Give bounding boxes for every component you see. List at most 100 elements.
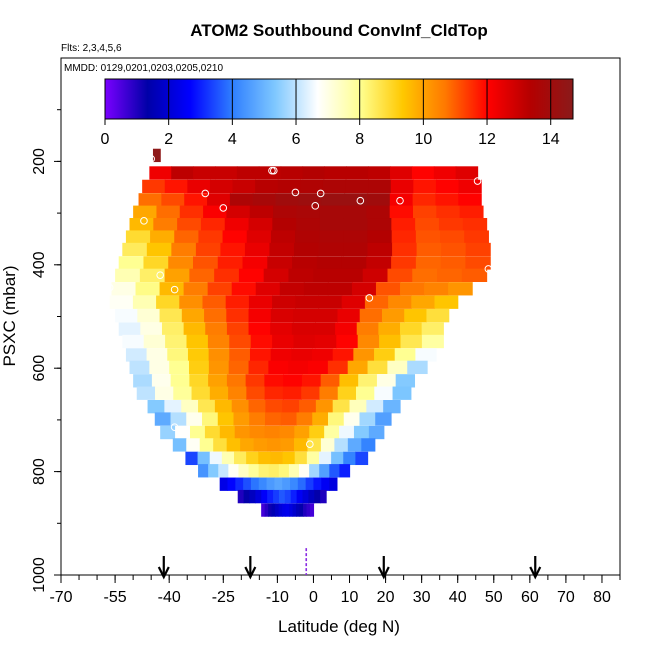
heatmap-cell	[302, 503, 308, 517]
heatmap-cell	[440, 230, 465, 244]
heatmap-cell	[440, 256, 466, 270]
heatmap-cell	[282, 477, 291, 491]
heatmap-cell	[459, 205, 484, 219]
heatmap-cell	[392, 242, 418, 257]
heatmap-cell	[229, 193, 254, 207]
heatmap-cell	[302, 166, 325, 180]
heatmap-cell	[387, 268, 413, 282]
heatmap-cell	[282, 451, 296, 466]
x-tick-label: 70	[557, 589, 575, 606]
heatmap-cell	[183, 282, 209, 296]
heatmap-cell	[191, 386, 211, 400]
heatmap-cell	[308, 360, 329, 375]
heatmap-cell	[246, 230, 272, 244]
heatmap-cell	[341, 295, 366, 309]
y-axis: 200 400 600 800 1000	[31, 109, 61, 593]
observation-point	[306, 440, 314, 448]
heatmap-cell	[296, 412, 313, 426]
heatmap-cell	[270, 348, 292, 362]
heatmap-cell	[125, 230, 151, 244]
heatmap-cell	[153, 218, 178, 232]
heatmap-cell	[272, 218, 297, 232]
heatmap-cell	[335, 322, 358, 336]
heatmap-cell	[458, 193, 482, 207]
heatmap-cell	[327, 360, 349, 375]
heatmap-cell	[207, 282, 233, 296]
heatmap-cell	[407, 360, 428, 375]
heatmap-cell	[280, 412, 298, 426]
heatmap-cell	[232, 179, 256, 194]
heatmap-cell	[208, 464, 219, 478]
heatmap-cell	[217, 256, 244, 270]
heatmap-cell	[331, 451, 344, 466]
heatmap-cell	[267, 489, 274, 504]
heatmap-cell	[421, 334, 444, 349]
heatmap-cell	[327, 282, 353, 296]
heatmap-cell	[213, 438, 228, 452]
heatmap-cell	[322, 179, 347, 194]
heatmap-cell	[177, 218, 202, 232]
heatmap-cell	[374, 386, 394, 400]
heatmap-cell	[461, 268, 488, 282]
heatmap-cell	[464, 230, 489, 244]
colorbar-tick-label: 10	[414, 131, 432, 148]
observation-point	[291, 188, 300, 197]
heatmap-cell	[305, 477, 315, 491]
heatmap-cell	[301, 374, 322, 388]
heatmap-cell	[258, 451, 272, 466]
heatmap-cell	[448, 282, 473, 296]
heatmap-cell	[308, 489, 315, 504]
heatmap-cell	[292, 503, 297, 517]
heatmap-cell	[315, 400, 334, 414]
observation-point	[219, 204, 228, 212]
observation-point	[396, 196, 404, 205]
heatmap-cell	[238, 464, 250, 478]
heatmap-cell	[336, 334, 359, 349]
heatmap-cell	[358, 374, 378, 388]
colorbar-tick-label: 6	[292, 131, 301, 148]
latitude-arrows	[157, 548, 542, 580]
heatmap-cell	[359, 412, 376, 426]
observation-point	[311, 202, 320, 210]
heatmap-cell	[249, 348, 272, 362]
heatmap-cell	[339, 374, 359, 388]
heatmap-cell	[236, 166, 260, 180]
heatmap-cell	[415, 256, 442, 270]
heatmap-cell	[293, 334, 316, 349]
heatmap-cell	[181, 400, 199, 414]
heatmap-cell	[275, 503, 280, 517]
heatmap-cell	[375, 412, 392, 426]
heatmap-cell	[189, 360, 210, 375]
heatmap-cell	[249, 425, 266, 440]
heatmap-cell	[197, 451, 211, 466]
chart-title: ATOM2 Southbound ConvInf_CldTop	[190, 21, 487, 40]
heatmap-cell	[228, 386, 247, 400]
heatmap-cell	[122, 334, 145, 349]
heatmap-cell	[390, 179, 414, 194]
heatmap-cell	[264, 503, 269, 517]
heatmap-cell	[268, 464, 280, 478]
heatmap-cell	[318, 242, 344, 257]
heatmap-cell	[246, 451, 259, 466]
y-tick-label: 800	[31, 458, 48, 485]
heatmap-cell	[111, 282, 137, 296]
heatmap-cell	[319, 218, 345, 232]
heatmap-cell	[309, 425, 325, 440]
heatmap-cell	[293, 309, 316, 323]
heatmap-cell	[273, 489, 280, 504]
observation-point	[484, 265, 493, 273]
heatmap-cell	[248, 360, 269, 375]
heatmap-cell	[413, 179, 437, 194]
heatmap-cell	[208, 374, 228, 388]
heatmap-cell	[270, 322, 293, 336]
heatmap-cell	[416, 242, 442, 257]
heatmap-cell	[231, 282, 257, 296]
heatmap-cell	[135, 282, 161, 296]
heatmap-cell	[288, 464, 300, 478]
heatmap-cell	[138, 193, 162, 207]
heatmap-cell	[343, 412, 361, 426]
heatmap-cell	[293, 242, 320, 257]
observation-point	[141, 155, 150, 163]
heatmap-cell	[329, 464, 341, 478]
heatmap-cell	[243, 489, 251, 504]
